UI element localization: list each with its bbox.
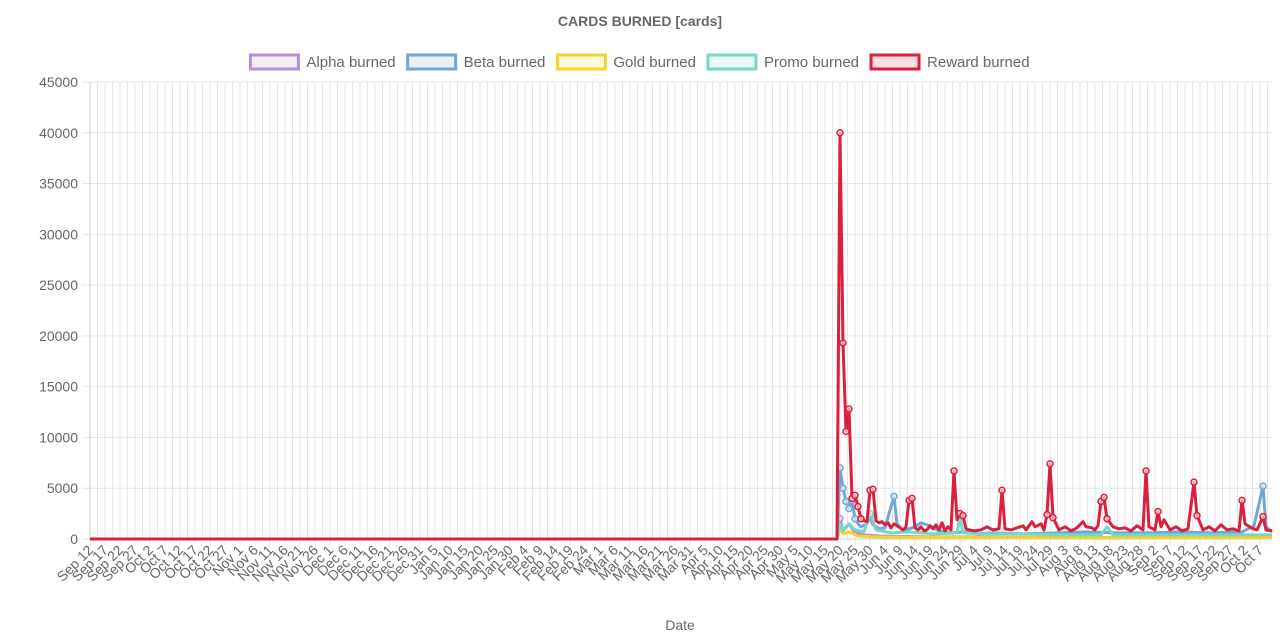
data-point xyxy=(1193,511,1201,520)
legend-swatch xyxy=(555,53,607,71)
legend-item: Alpha burned xyxy=(248,53,396,71)
y-tick-label: 5000 xyxy=(47,480,78,496)
legend-label: Gold burned xyxy=(613,54,696,71)
data-point xyxy=(839,339,847,347)
data-point xyxy=(1142,467,1150,475)
y-axis-labels: 0 5000 10000 15000 20000 25000 30000 35000 40000… xyxy=(39,74,78,547)
data-point xyxy=(857,514,865,523)
y-tick-label: 45000 xyxy=(39,74,78,90)
series-line xyxy=(90,131,1273,541)
series-group xyxy=(90,129,1273,541)
data-point xyxy=(1043,510,1051,519)
data-point xyxy=(1259,512,1267,521)
data-point xyxy=(1190,478,1198,486)
legend-item: Promo burned xyxy=(706,53,859,71)
data-point xyxy=(1103,514,1111,523)
data-point xyxy=(1238,496,1246,505)
data-point xyxy=(851,514,859,523)
data-point xyxy=(1154,507,1162,516)
y-tick-label: 0 xyxy=(70,531,78,547)
series-line xyxy=(90,512,1272,541)
y-tick-label: 35000 xyxy=(39,176,78,192)
data-point xyxy=(950,467,958,475)
data-point xyxy=(842,497,850,506)
legend-label: Reward burned xyxy=(927,54,1030,71)
data-point xyxy=(851,491,859,500)
y-tick-label: 20000 xyxy=(39,328,78,344)
legend-label: Beta burned xyxy=(464,54,546,71)
data-point xyxy=(854,502,862,511)
legend-item: Reward burned xyxy=(869,53,1030,71)
series-reward-burned xyxy=(90,129,1273,541)
legend-swatch xyxy=(706,53,758,71)
data-point xyxy=(890,492,898,501)
legend-item: Gold burned xyxy=(555,53,696,71)
legend-swatch xyxy=(248,53,300,71)
data-point xyxy=(845,405,853,413)
data-point xyxy=(908,494,916,503)
y-tick-label: 25000 xyxy=(39,277,78,293)
x-axis-title: Date xyxy=(665,617,695,633)
data-point xyxy=(1259,482,1267,490)
chart-title: CARDS BURNED [cards] xyxy=(558,13,722,29)
y-tick-label: 15000 xyxy=(39,379,78,395)
data-point xyxy=(836,129,844,137)
data-point xyxy=(998,486,1006,495)
legend-label: Alpha burned xyxy=(306,54,395,71)
data-point xyxy=(839,484,847,492)
y-grid xyxy=(82,81,1272,540)
x-grid xyxy=(89,82,1268,545)
legend-swatch xyxy=(406,53,458,71)
data-point xyxy=(1046,460,1054,468)
legend: Alpha burned Beta burned Gold burned Promo … xyxy=(248,53,1030,71)
legend-label: Promo burned xyxy=(764,54,859,71)
data-point xyxy=(842,427,850,436)
data-point xyxy=(869,485,877,493)
legend-swatch xyxy=(869,53,921,71)
data-point xyxy=(959,511,967,520)
y-tick-label: 10000 xyxy=(39,429,78,445)
data-point xyxy=(1100,493,1108,502)
y-tick-label: 30000 xyxy=(39,226,78,242)
y-tick-label: 40000 xyxy=(39,125,78,141)
legend-item: Beta burned xyxy=(406,53,546,71)
data-point xyxy=(845,504,853,513)
data-point xyxy=(1049,513,1057,522)
